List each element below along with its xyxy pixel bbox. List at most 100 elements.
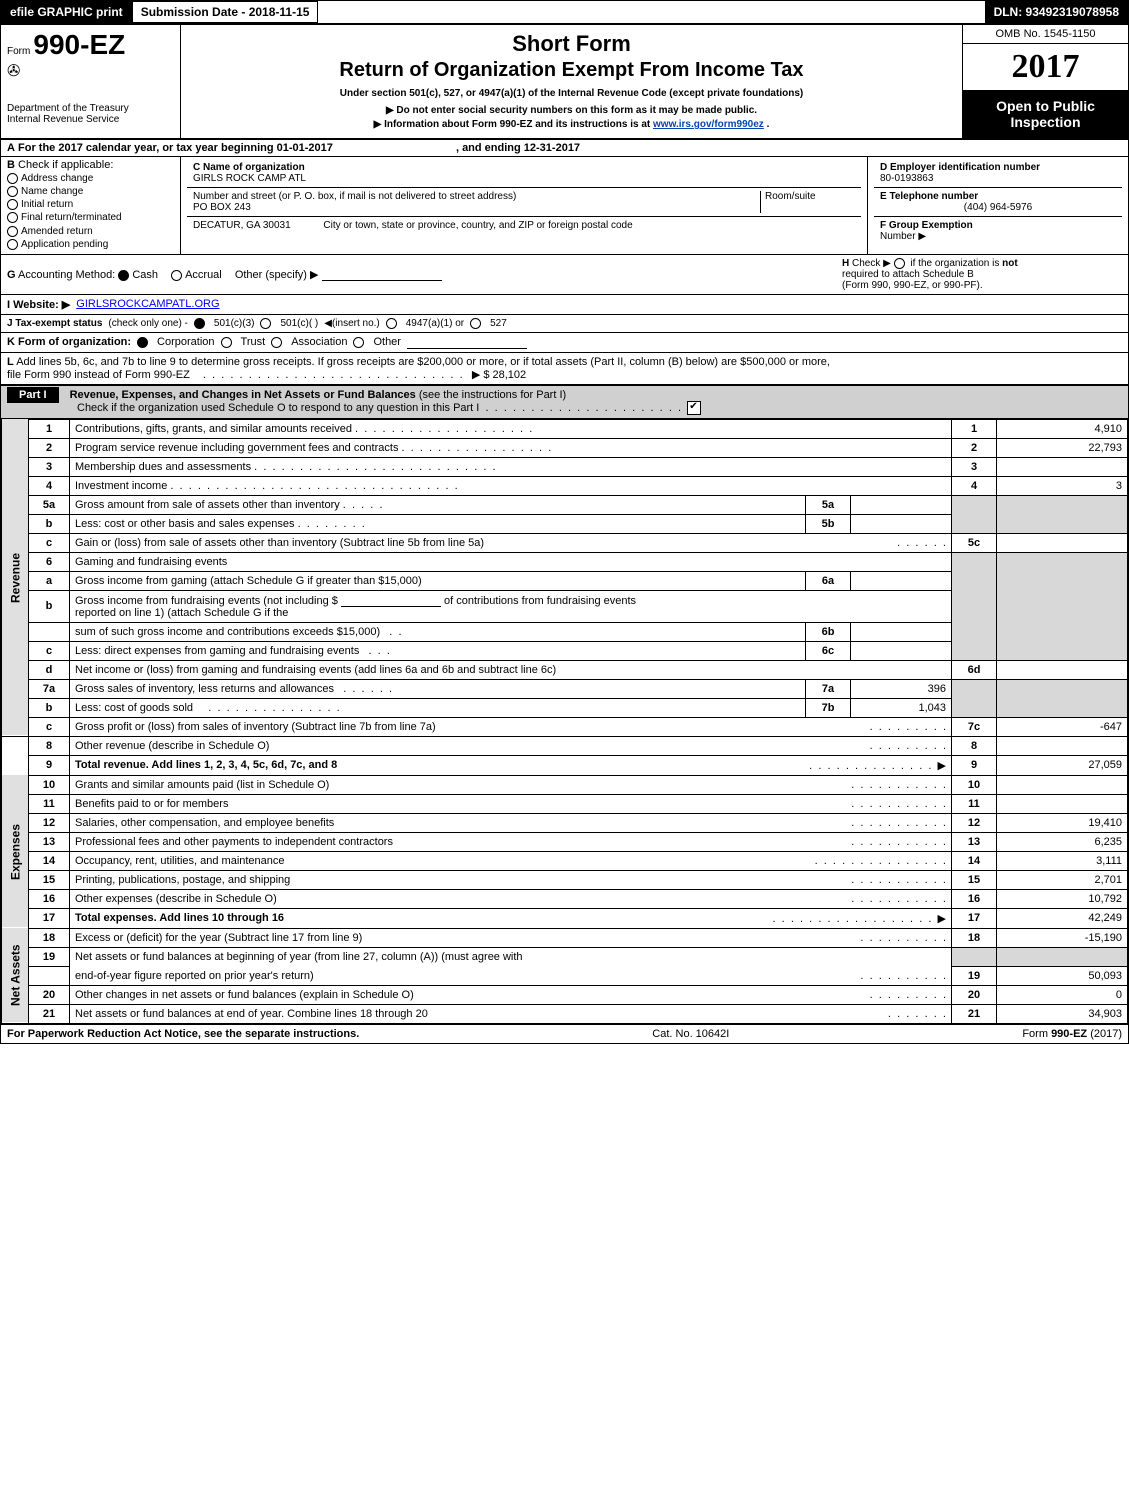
l4-desc: Investment income bbox=[75, 480, 167, 492]
l20-num: 20 bbox=[29, 985, 70, 1004]
l6c-num: c bbox=[29, 641, 70, 660]
l6d-amt bbox=[997, 660, 1128, 679]
irs-link[interactable]: www.irs.gov/form990ez bbox=[653, 119, 764, 130]
line-16: 16 Other expenses (describe in Schedule … bbox=[2, 889, 1128, 908]
line-12: 12 Salaries, other compensation, and emp… bbox=[2, 813, 1128, 832]
info-prefix: ▶ Information about Form 990-EZ and its … bbox=[374, 119, 653, 130]
instruction-info: ▶ Information about Form 990-EZ and its … bbox=[187, 119, 956, 130]
part-i-title: Revenue, Expenses, and Changes in Net As… bbox=[70, 389, 416, 401]
l14-box: 14 bbox=[952, 851, 997, 870]
line-15: 15 Printing, publications, postage, and … bbox=[2, 870, 1128, 889]
l19-num: 19 bbox=[29, 947, 70, 966]
label-j: J Tax-exempt status bbox=[7, 318, 102, 329]
l5b-miniamt bbox=[851, 514, 952, 533]
opt-527: 527 bbox=[490, 318, 507, 329]
l7a-miniamt: 396 bbox=[851, 679, 952, 698]
l9-amt: 27,059 bbox=[997, 755, 1128, 775]
l6b-d1: Gross income from fundraising events (no… bbox=[75, 595, 338, 607]
check-amended-return[interactable]: Amended return bbox=[7, 226, 174, 237]
l6b-d2: of contributions from fundraising events bbox=[444, 595, 636, 607]
radio-501c[interactable] bbox=[260, 318, 271, 329]
line-13: 13 Professional fees and other payments … bbox=[2, 832, 1128, 851]
part-i-sub: Check if the organization used Schedule … bbox=[77, 402, 479, 414]
other-org-input[interactable] bbox=[407, 336, 527, 349]
radio-other-k[interactable] bbox=[353, 337, 364, 348]
l18-desc: Excess or (deficit) for the year (Subtra… bbox=[75, 932, 362, 944]
l11-box: 11 bbox=[952, 794, 997, 813]
l6b-amount-input[interactable] bbox=[341, 594, 441, 607]
submission-date-button[interactable]: Submission Date - 2018-11-15 bbox=[132, 1, 319, 23]
l2-num: 2 bbox=[29, 438, 70, 457]
row-i: I Website: ▶ GIRLSROCKCAMPATL.ORG bbox=[1, 294, 1128, 314]
addr-label: Number and street (or P. O. box, if mail… bbox=[193, 191, 760, 202]
l7c-desc: Gross profit or (loss) from sales of inv… bbox=[75, 721, 436, 733]
l5a-mini: 5a bbox=[806, 495, 851, 514]
l17-box: 17 bbox=[952, 908, 997, 928]
radio-527[interactable] bbox=[470, 318, 481, 329]
efile-print-button[interactable]: efile GRAPHIC print bbox=[1, 1, 132, 23]
radio-trust[interactable] bbox=[221, 337, 232, 348]
l7-spacer-box bbox=[952, 679, 997, 717]
line-5c: c Gain or (loss) from sale of assets oth… bbox=[2, 533, 1128, 552]
line-11: 11 Benefits paid to or for members . . .… bbox=[2, 794, 1128, 813]
radio-corp[interactable] bbox=[137, 337, 148, 348]
opt-4947: 4947(a)(1) or bbox=[406, 318, 464, 329]
line-1: Revenue 1 Contributions, gifts, grants, … bbox=[2, 419, 1128, 438]
l18-num: 18 bbox=[29, 928, 70, 947]
l9-desc: Total revenue. Add lines 1, 2, 3, 4, 5c,… bbox=[75, 759, 337, 771]
l1-box: 1 bbox=[952, 419, 997, 438]
l7b-mini: 7b bbox=[806, 698, 851, 717]
opt-assoc: Association bbox=[291, 336, 347, 348]
radio-assoc[interactable] bbox=[271, 337, 282, 348]
opt-corp: Corporation bbox=[157, 336, 214, 348]
radio-h[interactable] bbox=[894, 258, 905, 269]
l11-desc: Benefits paid to or for members bbox=[75, 798, 228, 810]
l7a-num: 7a bbox=[29, 679, 70, 698]
l21-amt: 34,903 bbox=[997, 1004, 1128, 1023]
radio-501c3[interactable] bbox=[194, 318, 205, 329]
check-name-change[interactable]: Name change bbox=[7, 186, 174, 197]
line-9: 9 Total revenue. Add lines 1, 2, 3, 4, 5… bbox=[2, 755, 1128, 775]
l6a-mini: 6a bbox=[806, 571, 851, 590]
info-suffix: . bbox=[767, 119, 770, 130]
l19-d1: Net assets or fund balances at beginning… bbox=[70, 947, 952, 966]
radio-accrual[interactable] bbox=[171, 270, 182, 281]
check-address-change[interactable]: Address change bbox=[7, 173, 174, 184]
l1-num: 1 bbox=[29, 419, 70, 438]
footer-left: For Paperwork Reduction Act Notice, see … bbox=[7, 1028, 359, 1040]
label-e-phone: E Telephone number bbox=[880, 191, 1116, 202]
line-4: 4 Investment income . . . . . . . . . . … bbox=[2, 476, 1128, 495]
radio-4947[interactable] bbox=[386, 318, 397, 329]
check-application-pending[interactable]: Application pending bbox=[7, 239, 174, 250]
row-l: L Add lines 5b, 6c, and 7b to line 9 to … bbox=[1, 352, 1128, 384]
l9-num: 9 bbox=[29, 755, 70, 775]
line-2: 2 Program service revenue including gove… bbox=[2, 438, 1128, 457]
l6-spacer-box bbox=[952, 552, 997, 660]
open-public-l1: Open to Public bbox=[967, 98, 1124, 114]
l5a-desc: Gross amount from sale of assets other t… bbox=[75, 499, 340, 511]
l6b-d3: reported on line 1) (attach Schedule G i… bbox=[75, 607, 288, 619]
l12-amt: 19,410 bbox=[997, 813, 1128, 832]
l6d-box: 6d bbox=[952, 660, 997, 679]
opt-other: Other bbox=[373, 336, 401, 348]
city-value: DECATUR, GA 30031 bbox=[193, 220, 291, 231]
line-18: Net Assets 18 Excess or (deficit) for th… bbox=[2, 928, 1128, 947]
l6b-num: b bbox=[29, 590, 70, 622]
phone-value: (404) 964-5976 bbox=[880, 202, 1116, 213]
page-footer: For Paperwork Reduction Act Notice, see … bbox=[1, 1024, 1128, 1043]
other-specify-input[interactable] bbox=[322, 268, 442, 281]
l6d-num: d bbox=[29, 660, 70, 679]
website-link[interactable]: GIRLSROCKCAMPATL.ORG bbox=[76, 298, 219, 310]
schedule-o-checkbox[interactable] bbox=[687, 401, 701, 415]
part-i-header: Part I Revenue, Expenses, and Changes in… bbox=[1, 384, 1128, 419]
l12-desc: Salaries, other compensation, and employ… bbox=[75, 817, 334, 829]
label-a: A bbox=[7, 142, 15, 154]
l20-amt: 0 bbox=[997, 985, 1128, 1004]
check-initial-return[interactable]: Initial return bbox=[7, 199, 174, 210]
radio-cash[interactable] bbox=[118, 270, 129, 281]
label-k: K Form of organization: bbox=[7, 336, 131, 348]
l7c-amt: -647 bbox=[997, 717, 1128, 736]
l13-desc: Professional fees and other payments to … bbox=[75, 836, 393, 848]
check-final-return[interactable]: Final return/terminated bbox=[7, 212, 174, 223]
l10-box: 10 bbox=[952, 775, 997, 794]
